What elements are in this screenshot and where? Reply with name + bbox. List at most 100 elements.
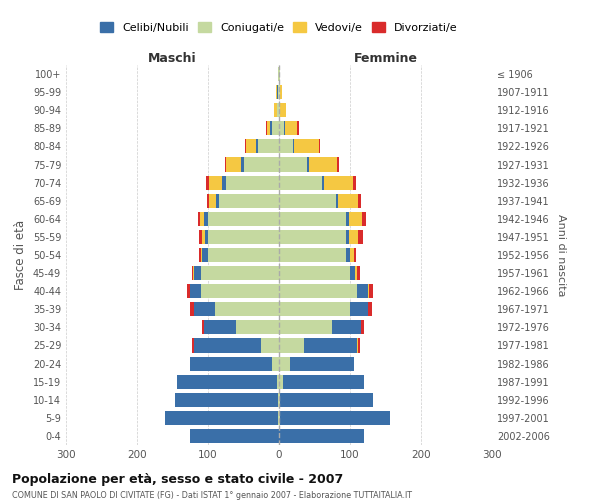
Bar bbox=[205, 212, 208, 226]
Bar bbox=[244, 158, 279, 172]
Bar bbox=[279, 266, 350, 280]
Bar bbox=[279, 85, 280, 99]
Bar bbox=[215, 302, 279, 316]
Bar bbox=[290, 356, 353, 370]
Bar bbox=[201, 284, 279, 298]
Bar bbox=[164, 411, 278, 425]
Bar bbox=[278, 67, 279, 81]
Bar bbox=[338, 194, 358, 208]
Bar bbox=[276, 85, 277, 99]
Bar bbox=[279, 374, 283, 388]
Y-axis label: Anni di nascita: Anni di nascita bbox=[556, 214, 566, 296]
Bar bbox=[280, 411, 390, 425]
Bar bbox=[236, 320, 279, 334]
Bar bbox=[208, 212, 279, 226]
Bar bbox=[226, 158, 241, 172]
Bar bbox=[225, 158, 226, 172]
Bar bbox=[279, 158, 307, 172]
Bar bbox=[216, 194, 218, 208]
Bar bbox=[279, 411, 280, 425]
Bar bbox=[346, 248, 350, 262]
Bar bbox=[191, 266, 193, 280]
Bar bbox=[256, 140, 258, 153]
Bar bbox=[279, 338, 304, 352]
Bar bbox=[279, 103, 280, 118]
Bar bbox=[278, 392, 279, 407]
Bar bbox=[353, 176, 356, 190]
Bar bbox=[332, 320, 361, 334]
Bar bbox=[280, 103, 286, 118]
Bar bbox=[279, 67, 280, 81]
Bar bbox=[304, 338, 357, 352]
Bar bbox=[279, 320, 332, 334]
Bar bbox=[278, 411, 279, 425]
Bar bbox=[298, 122, 299, 136]
Bar bbox=[357, 338, 358, 352]
Bar bbox=[325, 176, 353, 190]
Bar bbox=[194, 302, 215, 316]
Bar bbox=[194, 266, 201, 280]
Bar bbox=[208, 248, 279, 262]
Bar bbox=[198, 212, 200, 226]
Bar bbox=[209, 194, 216, 208]
Bar bbox=[279, 230, 346, 244]
Bar bbox=[272, 122, 279, 136]
Bar bbox=[309, 158, 337, 172]
Text: Maschi: Maschi bbox=[148, 52, 197, 65]
Bar bbox=[358, 338, 360, 352]
Bar bbox=[272, 356, 279, 370]
Bar bbox=[279, 176, 322, 190]
Bar bbox=[353, 356, 354, 370]
Bar bbox=[190, 356, 272, 370]
Legend: Celibi/Nubili, Coniugati/e, Vedovi/e, Divorziati/e: Celibi/Nubili, Coniugati/e, Vedovi/e, Di… bbox=[96, 18, 462, 37]
Bar bbox=[277, 374, 279, 388]
Bar bbox=[193, 266, 194, 280]
Bar bbox=[279, 194, 336, 208]
Bar bbox=[357, 266, 360, 280]
Bar bbox=[279, 302, 350, 316]
Bar bbox=[350, 302, 368, 316]
Y-axis label: Fasce di età: Fasce di età bbox=[14, 220, 27, 290]
Bar bbox=[245, 140, 256, 153]
Bar bbox=[349, 212, 362, 226]
Bar bbox=[283, 374, 364, 388]
Bar bbox=[361, 320, 364, 334]
Bar bbox=[222, 176, 226, 190]
Bar bbox=[209, 176, 222, 190]
Bar bbox=[187, 284, 190, 298]
Bar bbox=[368, 302, 372, 316]
Bar bbox=[278, 85, 279, 99]
Bar bbox=[190, 429, 279, 443]
Bar bbox=[280, 85, 282, 99]
Bar bbox=[202, 320, 205, 334]
Bar bbox=[208, 230, 279, 244]
Text: COMUNE DI SAN PAOLO DI CIVITATE (FG) - Dati ISTAT 1° gennaio 2007 - Elaborazione: COMUNE DI SAN PAOLO DI CIVITATE (FG) - D… bbox=[12, 491, 412, 500]
Bar bbox=[279, 356, 290, 370]
Bar bbox=[200, 212, 205, 226]
Bar bbox=[293, 140, 294, 153]
Bar bbox=[267, 122, 271, 136]
Bar bbox=[205, 230, 208, 244]
Bar bbox=[336, 194, 338, 208]
Bar bbox=[358, 194, 361, 208]
Bar bbox=[350, 266, 355, 280]
Bar bbox=[346, 212, 349, 226]
Bar bbox=[202, 248, 208, 262]
Bar bbox=[199, 230, 202, 244]
Bar bbox=[190, 284, 201, 298]
Bar bbox=[274, 103, 277, 118]
Bar bbox=[175, 392, 278, 407]
Bar bbox=[350, 248, 353, 262]
Bar bbox=[355, 266, 357, 280]
Bar bbox=[368, 284, 369, 298]
Bar bbox=[193, 338, 194, 352]
Bar bbox=[294, 140, 319, 153]
Bar bbox=[201, 248, 202, 262]
Bar bbox=[307, 158, 309, 172]
Bar bbox=[206, 194, 209, 208]
Bar bbox=[241, 158, 244, 172]
Bar bbox=[279, 248, 346, 262]
Bar bbox=[279, 122, 284, 136]
Bar bbox=[279, 140, 293, 153]
Bar bbox=[369, 284, 373, 298]
